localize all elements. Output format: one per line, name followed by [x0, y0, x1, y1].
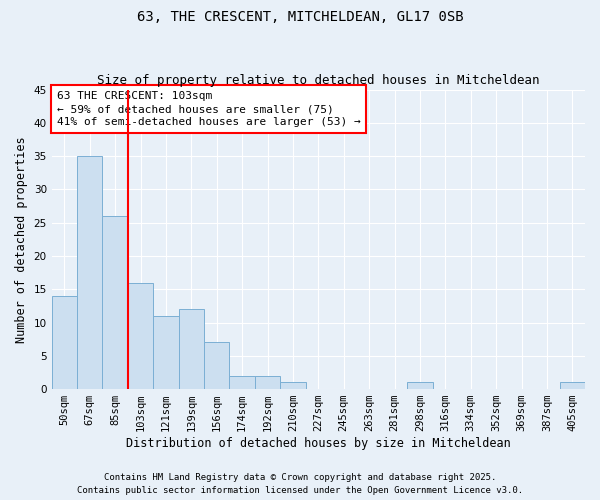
- Bar: [103, 216, 128, 389]
- Bar: [560, 382, 585, 389]
- Bar: [229, 376, 255, 389]
- Bar: [52, 296, 77, 389]
- Bar: [77, 156, 103, 389]
- Bar: [280, 382, 305, 389]
- Title: Size of property relative to detached houses in Mitcheldean: Size of property relative to detached ho…: [97, 74, 539, 87]
- Text: 63, THE CRESCENT, MITCHELDEAN, GL17 0SB: 63, THE CRESCENT, MITCHELDEAN, GL17 0SB: [137, 10, 463, 24]
- Bar: [179, 309, 204, 389]
- Bar: [255, 376, 280, 389]
- Text: 63 THE CRESCENT: 103sqm
← 59% of detached houses are smaller (75)
41% of semi-de: 63 THE CRESCENT: 103sqm ← 59% of detache…: [57, 91, 361, 128]
- Bar: [153, 316, 179, 389]
- Text: Contains HM Land Registry data © Crown copyright and database right 2025.
Contai: Contains HM Land Registry data © Crown c…: [77, 474, 523, 495]
- Bar: [204, 342, 229, 389]
- Bar: [128, 282, 153, 389]
- Y-axis label: Number of detached properties: Number of detached properties: [15, 136, 28, 342]
- X-axis label: Distribution of detached houses by size in Mitcheldean: Distribution of detached houses by size …: [126, 437, 511, 450]
- Bar: [407, 382, 433, 389]
